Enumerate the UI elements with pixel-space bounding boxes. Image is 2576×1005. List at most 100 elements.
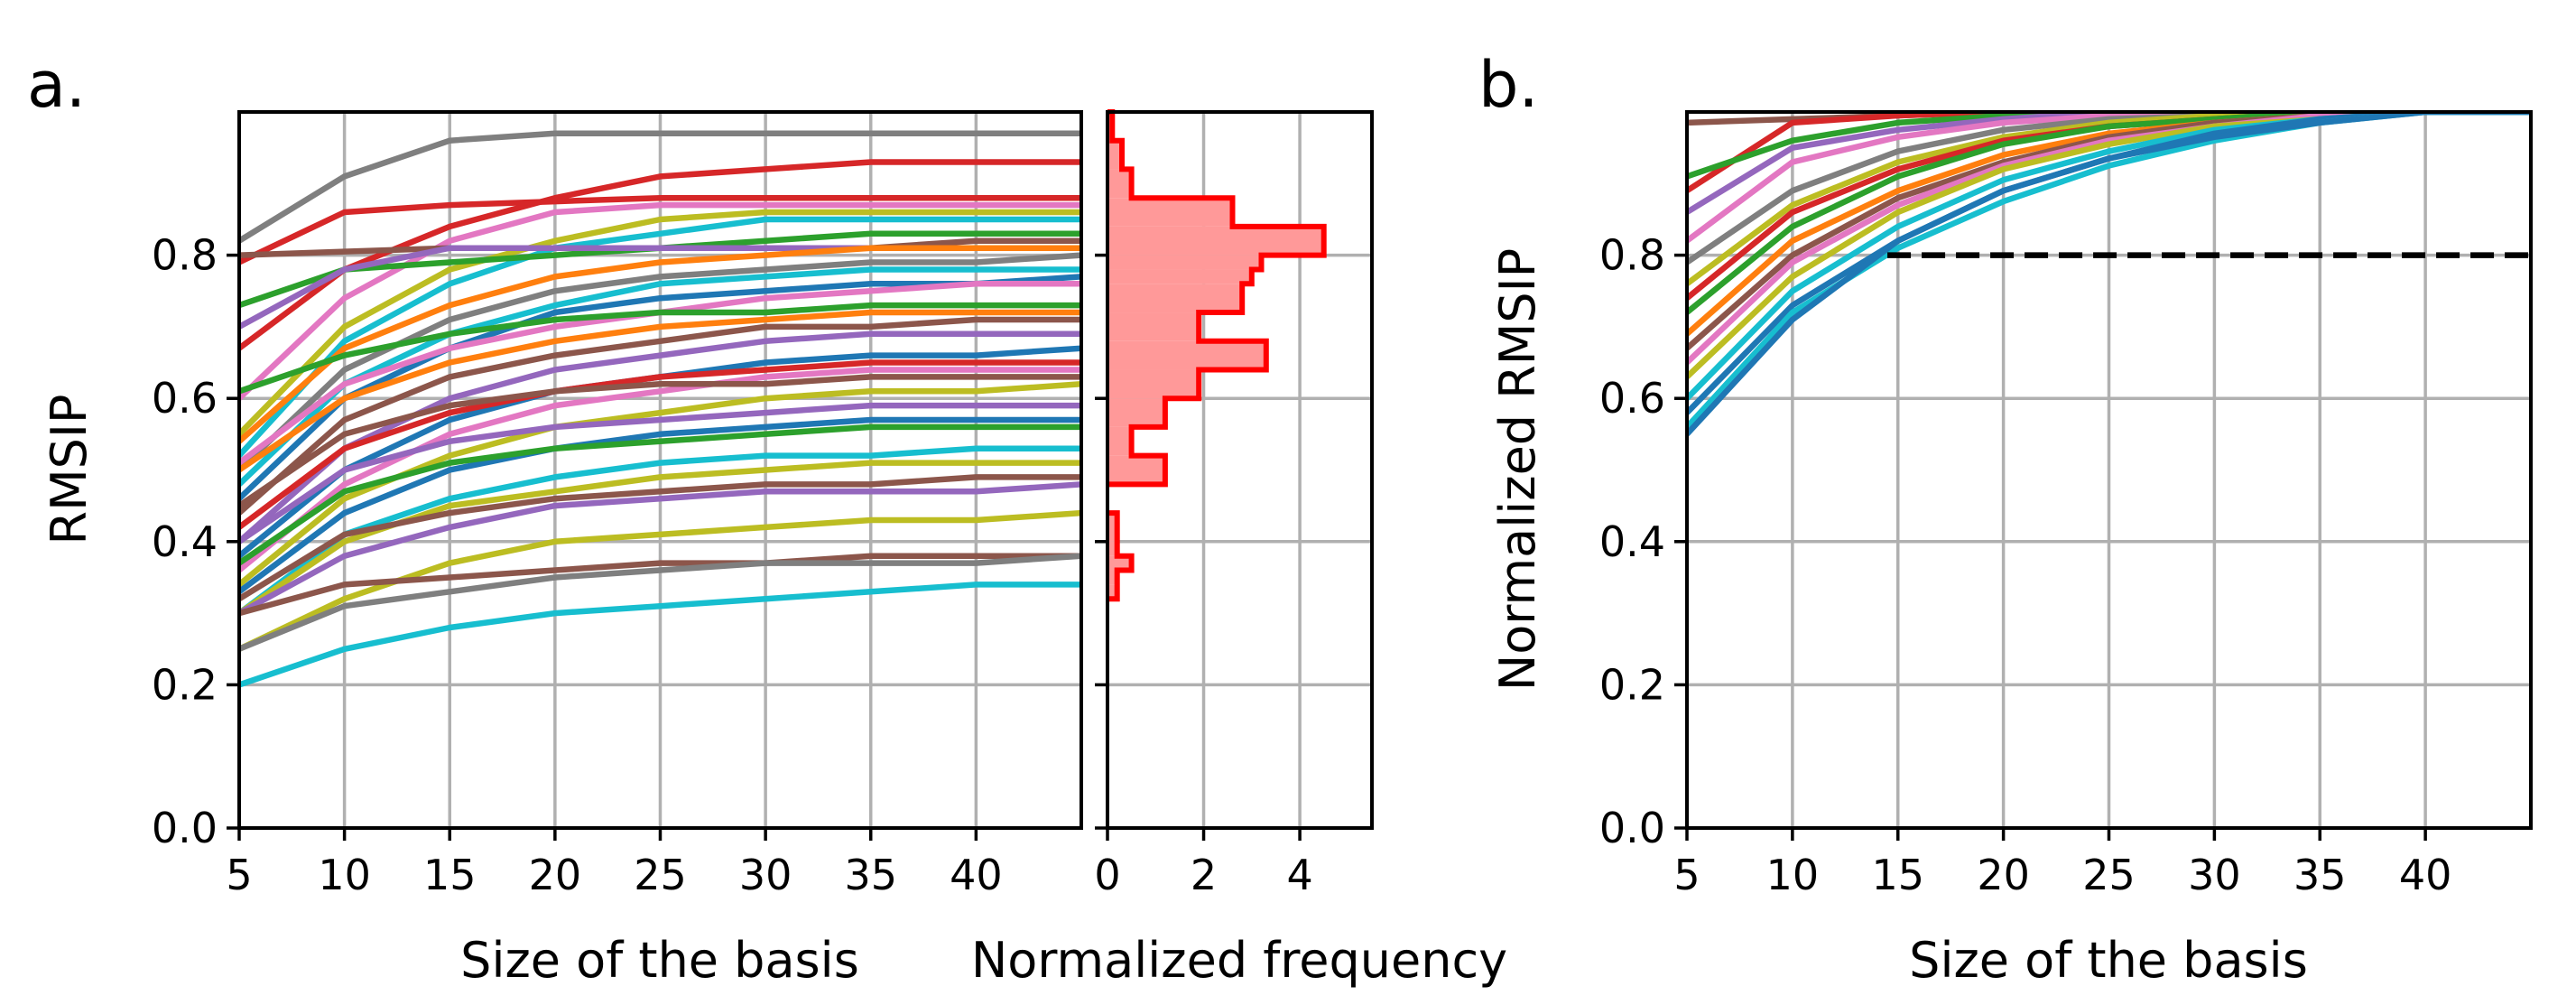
rmsip-line-chart: 5 10 15 20 25 30 35 40 0.0 0.2 0.4 0.6 0.8 Size of t… bbox=[41, 110, 1083, 989]
histogram-x-tick-label: 2 bbox=[1191, 851, 1217, 899]
normalized-series-line-6 bbox=[1687, 112, 2531, 286]
histogram-ticks: 0 2 4 bbox=[1094, 253, 1313, 899]
rmsip-series-line-24 bbox=[239, 416, 1081, 594]
histogram-bin-15 bbox=[1107, 198, 1233, 227]
normalized-series-line-2 bbox=[1687, 112, 2531, 180]
rmsip-x-tick-label: 10 bbox=[318, 851, 371, 899]
rmsip-series-line-1 bbox=[239, 159, 1081, 351]
normalized-series-line-4 bbox=[1687, 112, 2531, 244]
histogram-bin-4 bbox=[1107, 513, 1117, 542]
rmsip-series-line-16 bbox=[239, 316, 1081, 516]
normalized-x-tick-label: 40 bbox=[2399, 851, 2452, 899]
rmsip-series-line-20 bbox=[239, 367, 1081, 573]
rmsip-series-line-29 bbox=[239, 481, 1081, 616]
normalized-y-tick-label: 0.8 bbox=[1599, 231, 1665, 280]
normalized-y-tick-label: 0.2 bbox=[1599, 660, 1665, 709]
normalized-x-tick-label: 30 bbox=[2188, 851, 2241, 899]
histogram-bin-10 bbox=[1107, 312, 1200, 341]
histogram-bin-5 bbox=[1107, 455, 1165, 485]
normalized-ticks: 5 10 15 20 25 30 35 40 0.0 0.2 0.4 0.6 0.8 bbox=[1599, 231, 2452, 899]
normalized-x-axis-label: Size of the basis bbox=[1909, 932, 2308, 989]
rmsip-x-tick-label: 25 bbox=[634, 851, 687, 899]
histogram-bin-13 bbox=[1107, 255, 1262, 270]
histogram-bin-2 bbox=[1107, 555, 1132, 571]
rmsip-x-axis-label: Size of the basis bbox=[460, 932, 859, 989]
histogram-bins bbox=[1107, 109, 1327, 602]
rmsip-x-tick-label: 15 bbox=[423, 851, 477, 899]
histogram-bin-14 bbox=[1107, 226, 1324, 256]
rmsip-series-lines bbox=[239, 130, 1081, 688]
rmsip-series-line-33 bbox=[239, 582, 1081, 688]
rmsip-x-tick-label: 40 bbox=[950, 851, 1003, 899]
rmsip-series-line-15 bbox=[239, 309, 1081, 473]
normalized-series-group bbox=[1687, 112, 2531, 437]
normalized-y-tick-label: 0.0 bbox=[1599, 804, 1665, 852]
normalized-x-tick-label: 25 bbox=[2082, 851, 2136, 899]
rmsip-series-line-31 bbox=[239, 553, 1081, 617]
histogram-bin-0 bbox=[1107, 584, 1117, 600]
histogram-x-tick-label: 4 bbox=[1286, 851, 1312, 899]
rmsip-series-line-23 bbox=[239, 402, 1081, 544]
histogram-x-tick-label: 0 bbox=[1094, 851, 1120, 899]
rmsip-x-tick-label: 30 bbox=[739, 851, 792, 899]
histogram-bin-16 bbox=[1107, 169, 1132, 199]
rmsip-series-line-21 bbox=[239, 374, 1081, 508]
panel-label-b: b. bbox=[1478, 48, 1539, 122]
normalized-series-line-1 bbox=[1687, 112, 2531, 193]
normalized-x-tick-label: 20 bbox=[1977, 851, 2030, 899]
histogram-bin-8 bbox=[1107, 369, 1200, 399]
histogram-bin-3 bbox=[1107, 541, 1117, 556]
histogram-step-outline bbox=[1107, 109, 1327, 602]
rmsip-series-line-11 bbox=[239, 266, 1081, 487]
rmsip-series-line-26 bbox=[239, 445, 1081, 616]
rmsip-series-line-32 bbox=[239, 553, 1081, 652]
rmsip-series-line-9 bbox=[239, 245, 1081, 444]
histogram-x-axis-label: Normalized frequency bbox=[971, 932, 1507, 989]
rmsip-series-line-25 bbox=[239, 423, 1081, 566]
rmsip-ticks: 5 10 15 20 25 30 35 40 0.0 0.2 0.4 0.6 0.8 bbox=[152, 231, 1003, 899]
histogram-bin-7 bbox=[1107, 398, 1165, 427]
normalized-rmsip-line-chart: 5 10 15 20 25 30 35 40 0.0 0.2 0.4 0.6 0.8 Size of t… bbox=[1489, 110, 2533, 989]
rmsip-x-tick-label: 20 bbox=[529, 851, 582, 899]
normalized-x-tick-label: 10 bbox=[1766, 851, 1820, 899]
rmsip-series-line-0 bbox=[239, 130, 1081, 244]
rmsip-y-tick-label: 0.8 bbox=[152, 231, 218, 280]
histogram-bin-1 bbox=[1107, 570, 1117, 585]
histogram-bin-6 bbox=[1107, 426, 1132, 456]
rmsip-series-line-4 bbox=[239, 209, 1081, 437]
rmsip-series-line-14 bbox=[239, 302, 1081, 395]
histogram-bin-11 bbox=[1107, 284, 1243, 313]
rmsip-x-tick-label: 5 bbox=[226, 851, 252, 899]
rmsip-series-line-5 bbox=[239, 216, 1081, 458]
rmsip-histogram: 0 2 4 Normalized frequency bbox=[971, 109, 1507, 989]
rmsip-series-line-2 bbox=[239, 194, 1081, 265]
normalized-x-tick-label: 35 bbox=[2293, 851, 2347, 899]
normalized-series-lines bbox=[1687, 112, 2531, 437]
normalized-series-line-5 bbox=[1687, 112, 2531, 265]
rmsip-series-line-3 bbox=[239, 201, 1081, 401]
normalized-y-tick-label: 0.4 bbox=[1599, 517, 1665, 566]
rmsip-series-line-17 bbox=[239, 330, 1081, 544]
histogram-bin-9 bbox=[1107, 340, 1266, 370]
panel-label-a: a. bbox=[27, 48, 86, 122]
normalized-y-tick-label: 0.6 bbox=[1599, 374, 1665, 423]
rmsip-y-axis-label: RMSIP bbox=[41, 395, 97, 545]
rmsip-series-group bbox=[239, 130, 1081, 688]
rmsip-series-line-28 bbox=[239, 474, 1081, 601]
rmsip-series-line-30 bbox=[239, 509, 1081, 652]
histogram-axes-frame bbox=[1106, 110, 1374, 830]
normalized-series-line-3 bbox=[1687, 112, 2531, 215]
rmsip-series-line-10 bbox=[239, 252, 1081, 472]
normalized-y-axis-label: Normalized RMSIP bbox=[1489, 248, 1546, 691]
histogram-bin-12 bbox=[1107, 269, 1252, 284]
rmsip-y-tick-label: 0.0 bbox=[152, 804, 218, 852]
normalized-x-tick-label: 15 bbox=[1871, 851, 1924, 899]
normalized-series-line-16 bbox=[1687, 112, 2531, 437]
rmsip-y-tick-label: 0.4 bbox=[152, 517, 218, 566]
normalized-x-tick-label: 5 bbox=[1673, 851, 1700, 899]
rmsip-y-tick-label: 0.6 bbox=[152, 374, 218, 423]
rmsip-y-tick-label: 0.2 bbox=[152, 660, 218, 709]
histogram-bin-17 bbox=[1107, 140, 1122, 170]
rmsip-series-line-19 bbox=[239, 359, 1081, 530]
